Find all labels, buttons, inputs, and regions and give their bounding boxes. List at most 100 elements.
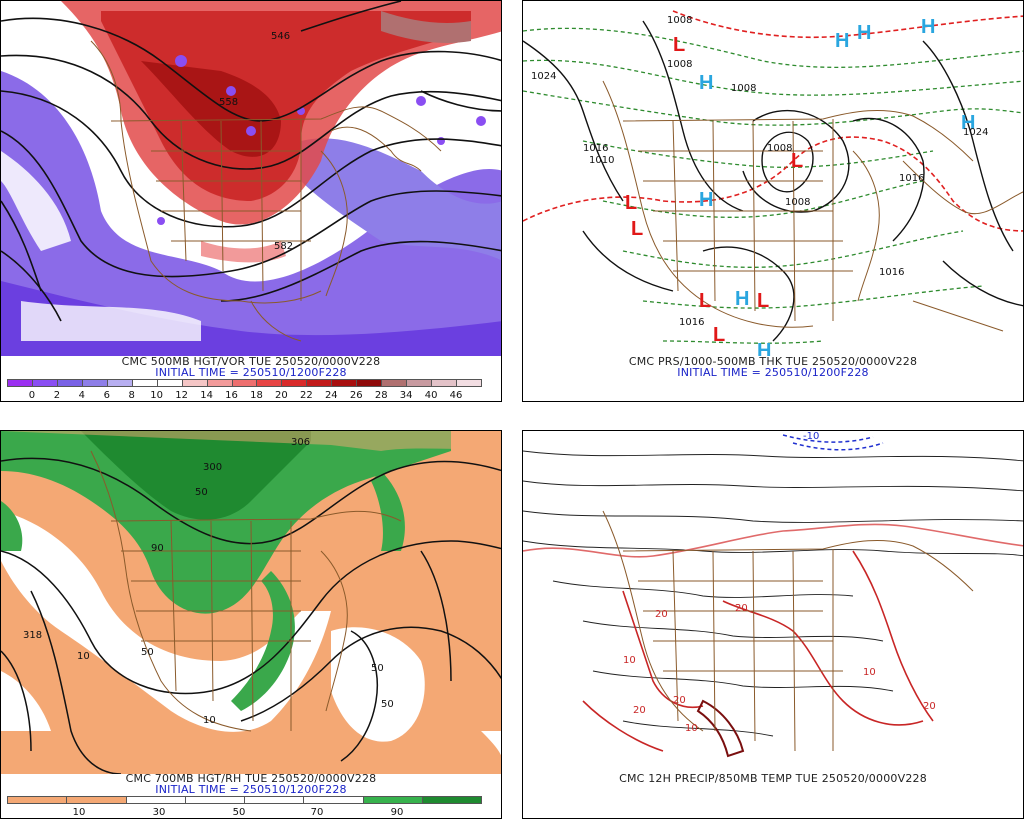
scale-swatch [7, 796, 68, 804]
contour-label: 558 [219, 97, 238, 108]
isobar-label: 1016 [899, 173, 924, 184]
panel-precip-850mb-temp: -10 20 20 10 10 20 20 20 10 CMC 12H PREC… [522, 430, 1024, 819]
high-pressure-marker: H [857, 22, 871, 44]
initial-time: INITIAL TIME = 250510/1200F228 [155, 783, 347, 796]
initial-time: INITIAL TIME = 250510/1200F228 [677, 366, 869, 379]
scale-swatch [356, 379, 383, 387]
panel-pressure-thickness: H H H H H H H H L L L L L L L 1008 1008 … [522, 0, 1024, 402]
low-pressure-marker: L [757, 290, 769, 312]
scale-swatch [456, 379, 482, 387]
temp-label: 20 [735, 603, 748, 614]
scale-swatch [381, 379, 408, 387]
vorticity-map: 546 558 582 [1, 1, 501, 356]
contour-label: 546 [271, 31, 290, 42]
scale-tick-label: 22 [299, 390, 313, 401]
isobar-label: 1010 [589, 155, 614, 166]
scale-tick-label: 10 [72, 807, 86, 818]
high-pressure-marker: H [961, 112, 975, 134]
isobar-label: 1008 [667, 59, 692, 70]
scale-swatch [184, 796, 245, 804]
scale-tick-label: 20 [275, 390, 288, 401]
scale-swatch [331, 379, 358, 387]
isobar-label: 1008 [731, 83, 756, 94]
isobar-label: 1024 [531, 71, 556, 82]
contour-label: 306 [291, 437, 310, 448]
isobar-label: 1016 [679, 317, 704, 328]
high-pressure-marker: H [699, 72, 713, 94]
scale-swatch [131, 379, 158, 387]
scale-swatch [56, 379, 83, 387]
low-pressure-marker: L [673, 34, 685, 56]
scale-tick-label: 18 [250, 390, 263, 401]
contour-label: 10 [77, 651, 90, 662]
panel-caption: CMC PRS/1000-500MB THK TUE 250520/0000V2… [628, 355, 918, 368]
high-pressure-marker: H [735, 288, 749, 310]
panel-caption: CMC 12H PRECIP/850MB TEMP TUE 250520/000… [619, 772, 927, 785]
contour-label: 300 [203, 462, 222, 473]
scale-swatch [66, 796, 127, 804]
scale-tick-label: 26 [349, 390, 363, 401]
high-pressure-marker: H [835, 30, 849, 52]
scale-swatch [125, 796, 186, 804]
scale-swatch [256, 379, 283, 387]
scale-tick-label: 12 [175, 390, 188, 401]
contour-label: 318 [23, 630, 42, 641]
scale-tick-label: 40 [424, 390, 438, 401]
isobar-label: 1008 [785, 197, 810, 208]
scale-swatch [156, 379, 183, 387]
scale-swatch [362, 796, 423, 804]
contour-label: 50 [381, 699, 394, 710]
scale-swatch [81, 379, 108, 387]
scale-swatch [406, 379, 433, 387]
scale-swatch [106, 379, 133, 387]
low-pressure-marker: L [791, 150, 803, 172]
scale-tick-label: 24 [324, 390, 338, 401]
scale-swatch [421, 796, 482, 804]
low-pressure-marker: L [713, 324, 725, 346]
scale-swatch [7, 379, 33, 387]
scale-swatch [281, 379, 308, 387]
contour-label: 10 [203, 715, 216, 726]
scale-tick-label: 2 [53, 390, 61, 401]
scale-swatch [244, 796, 305, 804]
scale-swatch [303, 796, 364, 804]
contour-label: 50 [141, 647, 154, 658]
scale-tick-label: 70 [310, 807, 324, 818]
precip-temp-map: -10 20 20 10 10 20 20 20 10 [523, 431, 1023, 774]
temp-label: 20 [655, 609, 668, 620]
contour-label: 50 [195, 487, 208, 498]
initial-time: INITIAL TIME = 250510/1200F228 [155, 366, 347, 379]
low-pressure-marker: L [625, 192, 637, 214]
scale-swatch [306, 379, 333, 387]
humidity-map: 306 318 300 50 50 10 10 50 90 50 [1, 431, 501, 774]
panel-700mb-humidity: 306 318 300 50 50 10 10 50 90 50 CMC 700… [0, 430, 502, 819]
low-pressure-marker: L [631, 218, 643, 240]
temp-label: 20 [673, 695, 686, 706]
scale-tick-label: 6 [103, 390, 110, 401]
temp-label: 20 [633, 705, 646, 716]
scale-swatch [231, 379, 258, 387]
high-pressure-marker: H [921, 16, 935, 38]
scale-tick-label: 50 [232, 807, 246, 818]
scale-tick-label: 28 [374, 390, 388, 401]
scale-swatch [31, 379, 58, 387]
contour-label: 582 [274, 241, 293, 252]
high-pressure-marker: H [757, 340, 771, 356]
scale-tick-label: 8 [128, 390, 135, 401]
temp-label: 20 [923, 701, 936, 712]
isobar-label: 1024 [963, 127, 988, 138]
scale-tick-label: 90 [390, 807, 404, 818]
panel-caption: CMC 500MB HGT/VOR TUE 250520/0000V228 [121, 355, 381, 368]
scale-tick-label: 30 [152, 807, 166, 818]
scale-swatch [181, 379, 208, 387]
pressure-map: H H H H H H H H L L L L L L L 1008 1008 … [523, 1, 1023, 356]
scale-tick-label: 10 [150, 390, 164, 401]
scale-tick-label: 4 [78, 390, 86, 401]
scale-swatch [431, 379, 458, 387]
high-pressure-marker: H [699, 189, 713, 211]
temp-label: 10 [685, 723, 698, 734]
isobar-label: 1016 [879, 267, 904, 278]
isobar-label: 1008 [767, 143, 792, 154]
isobar-label: 1008 [667, 15, 692, 26]
panel-500mb-vorticity: 546 558 582 CMC 500MB HGT/VOR TUE 250520… [0, 0, 502, 402]
